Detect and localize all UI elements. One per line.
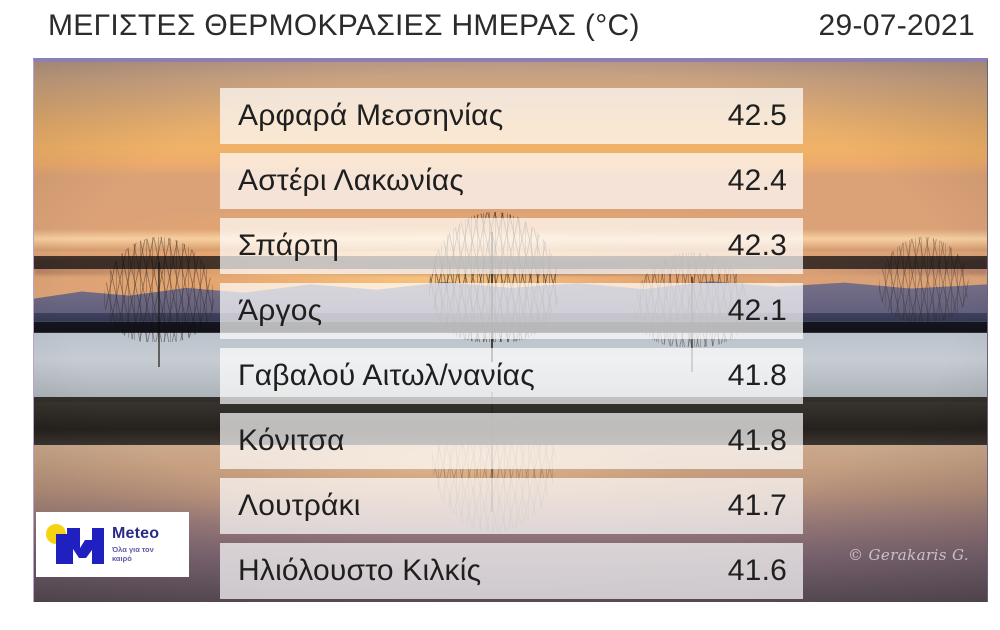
logo-text-block: Meteo Όλα για τον καιρό xyxy=(112,524,164,564)
station-name: Κόνιτσα xyxy=(238,424,345,457)
meteo-logo[interactable]: Meteo Όλα για τον καιρό xyxy=(36,512,189,577)
table-row[interactable]: Ηλιόλουστο Κιλκίς 41.6 xyxy=(220,543,803,599)
station-temperature: 41.7 xyxy=(727,489,787,522)
station-temperature: 42.3 xyxy=(727,229,787,262)
logo-tagline: Όλα για τον καιρό xyxy=(112,544,154,563)
station-temperature: 41.8 xyxy=(727,359,787,392)
letter-m-icon xyxy=(56,527,104,564)
header-bar: ΜΕΓΙΣΤΕΣ ΘΕΡΜΟΚΡΑΣΙΕΣ ΗΜΕΡΑΣ (°C) 29-07-… xyxy=(0,0,1000,57)
date-label: 29-07-2021 xyxy=(818,9,975,42)
station-name: Γαβαλού Αιτωλ/νανίας xyxy=(238,359,535,392)
station-temperature: 41.8 xyxy=(727,424,787,457)
station-temperature: 42.4 xyxy=(727,164,787,197)
tree-silhouette-far-right xyxy=(879,237,969,322)
temperature-table: Αρφαρά Μεσσηνίας 42.5 Αστέρι Λακωνίας 42… xyxy=(220,88,803,599)
station-name: Αστέρι Λακωνίας xyxy=(238,164,465,197)
table-row[interactable]: Γαβαλού Αιτωλ/νανίας 41.8 xyxy=(220,348,803,404)
station-name: Λουτράκι xyxy=(238,489,361,522)
table-row[interactable]: Αστέρι Λακωνίας 42.4 xyxy=(220,153,803,209)
table-row[interactable]: Αρφαρά Μεσσηνίας 42.5 xyxy=(220,88,803,144)
station-temperature: 42.1 xyxy=(727,294,787,327)
station-name: Ηλιόλουστο Κιλκίς xyxy=(238,554,482,587)
table-row[interactable]: Κόνιτσα 41.8 xyxy=(220,413,803,469)
table-row[interactable]: Άργος 42.1 xyxy=(220,283,803,339)
table-row[interactable]: Λουτράκι 41.7 xyxy=(220,478,803,534)
station-name: Αρφαρά Μεσσηνίας xyxy=(238,99,504,132)
station-temperature: 41.6 xyxy=(727,554,787,587)
background-photo-panel: Αρφαρά Μεσσηνίας 42.5 Αστέρι Λακωνίας 42… xyxy=(33,58,988,602)
page-title: ΜΕΓΙΣΤΕΣ ΘΕΡΜΟΚΡΑΣΙΕΣ ΗΜΕΡΑΣ (°C) xyxy=(48,9,640,42)
station-temperature: 42.5 xyxy=(727,99,787,132)
station-name: Άργος xyxy=(238,294,323,327)
logo-wordmark: Meteo xyxy=(112,524,160,542)
photo-credit-watermark: © Gerakaris G. xyxy=(847,546,969,564)
meteo-m-sun-icon xyxy=(44,522,106,568)
station-name: Σπάρτη xyxy=(238,229,340,262)
table-row[interactable]: Σπάρτη 42.3 xyxy=(220,218,803,274)
